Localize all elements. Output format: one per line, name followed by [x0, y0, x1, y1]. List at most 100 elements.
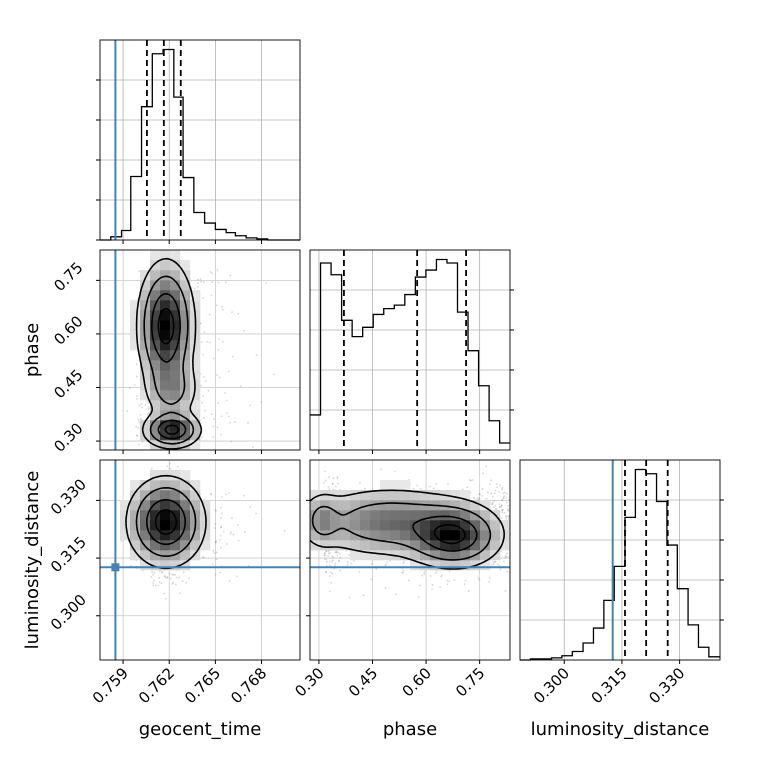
density-cell — [170, 300, 181, 311]
density-cell — [160, 390, 171, 401]
density-cell — [160, 420, 171, 431]
density-cell — [450, 550, 461, 561]
sample-point — [135, 425, 138, 428]
sample-point — [501, 498, 504, 501]
density-cell — [130, 340, 141, 351]
sample-point — [480, 494, 483, 497]
sample-point — [507, 518, 510, 521]
density-cell — [160, 540, 171, 551]
contour-line — [135, 487, 197, 557]
sample-point — [514, 514, 516, 516]
sample-point — [230, 531, 233, 534]
sample-point — [370, 578, 373, 581]
sample-point — [506, 515, 509, 518]
sample-point — [394, 593, 397, 596]
density-cell — [140, 480, 151, 491]
sample-point — [514, 488, 516, 490]
sample-point — [512, 528, 514, 530]
density-cell — [340, 520, 351, 531]
sample-point — [212, 436, 215, 438]
density-cell — [200, 540, 211, 551]
sample-point — [423, 573, 426, 575]
sample-point — [210, 413, 213, 416]
density-cell — [320, 510, 331, 521]
sample-point — [513, 533, 515, 535]
sample-point — [512, 500, 514, 502]
sample-point — [511, 529, 513, 531]
sample-point — [511, 553, 513, 555]
sample-point — [135, 362, 138, 365]
density-cell — [410, 510, 421, 521]
sample-point — [335, 551, 337, 554]
density-cell — [170, 330, 181, 341]
density-cell — [120, 520, 131, 531]
sample-point — [402, 572, 405, 574]
sample-point — [227, 370, 230, 373]
sample-point — [209, 271, 212, 273]
density-cell — [360, 520, 371, 531]
sample-point — [334, 485, 337, 488]
sample-point — [328, 476, 330, 478]
grid-geocent_time — [100, 40, 300, 240]
sample-point — [211, 281, 214, 284]
density-cell — [430, 520, 441, 531]
density-cell — [180, 390, 191, 401]
sample-point — [225, 399, 228, 402]
density-cell — [440, 500, 451, 511]
sample-point — [417, 595, 420, 598]
sample-point — [504, 554, 507, 557]
sample-point — [202, 556, 205, 559]
sample-point — [514, 504, 516, 506]
sample-point — [229, 421, 232, 424]
sample-point — [215, 540, 217, 543]
density-cell — [160, 320, 171, 331]
sample-point — [486, 491, 489, 494]
sample-point — [325, 571, 327, 574]
density-cell — [170, 370, 181, 381]
sample-point — [327, 485, 330, 488]
contour-line — [411, 515, 478, 552]
sample-point — [328, 575, 331, 577]
sample-point — [502, 508, 504, 511]
sample-point — [150, 467, 153, 470]
sample-point — [325, 550, 328, 553]
sample-point — [337, 482, 339, 485]
density-cell — [410, 500, 421, 511]
density-cell — [140, 430, 151, 441]
density-cell — [420, 520, 431, 531]
sample-point — [207, 389, 210, 392]
density-cell — [410, 550, 421, 561]
sample-point — [200, 341, 203, 344]
density-cell — [450, 510, 461, 521]
density-cell — [310, 490, 321, 501]
density-cell — [480, 560, 491, 571]
sample-point — [440, 575, 443, 578]
sample-point — [220, 496, 223, 499]
density-cell — [190, 400, 201, 411]
sample-point — [221, 306, 223, 308]
sample-point — [331, 555, 334, 558]
density-cell — [170, 490, 181, 501]
sample-point — [435, 482, 438, 485]
sample-point — [471, 479, 474, 481]
density-cell — [130, 530, 141, 541]
density-cell — [330, 540, 341, 551]
density-cell — [160, 350, 171, 361]
sample-point — [197, 278, 200, 281]
sample-point — [215, 551, 218, 554]
sample-point — [385, 563, 387, 566]
sample-point — [172, 581, 175, 584]
sample-point — [182, 454, 184, 456]
sample-point — [338, 559, 340, 562]
density-cell — [170, 320, 181, 331]
sample-point — [169, 467, 172, 470]
sample-point — [506, 570, 508, 573]
sample-point — [470, 479, 472, 482]
sample-point — [432, 487, 435, 490]
sample-point — [169, 457, 171, 459]
density-cell — [340, 500, 351, 511]
sample-point — [389, 559, 391, 562]
sample-point — [513, 522, 515, 524]
sample-point — [229, 274, 232, 277]
sample-point — [512, 505, 514, 507]
